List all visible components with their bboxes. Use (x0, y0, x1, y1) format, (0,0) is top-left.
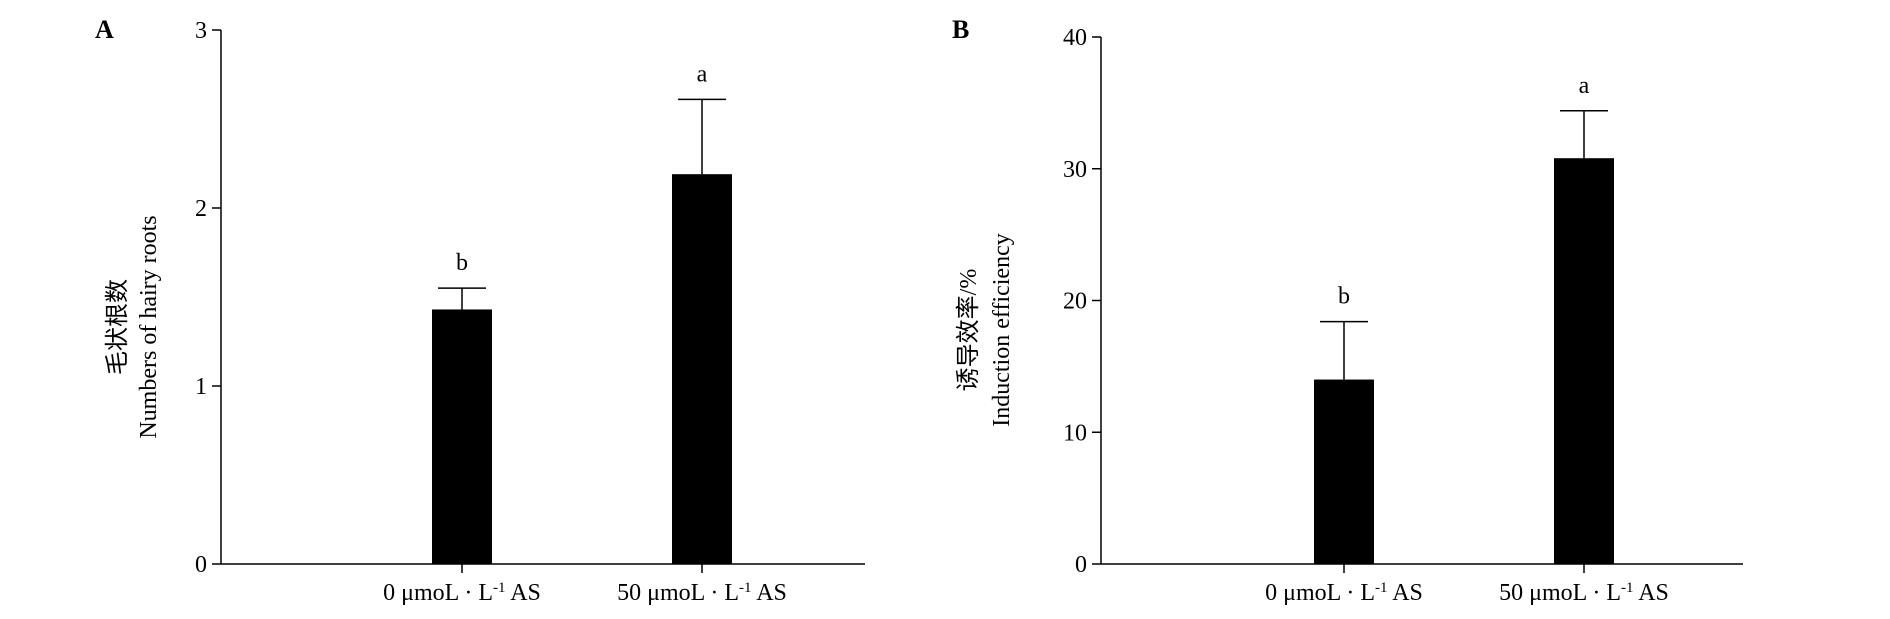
panel-label: B (952, 15, 969, 44)
y-axis-label-cn: 毛状根数 (104, 279, 131, 375)
y-tick-label: 0 (1075, 552, 1087, 578)
y-axis-label-en: Numbers of hairy roots (136, 215, 162, 438)
y-tick-label: 2 (195, 196, 207, 222)
significance-label: a (697, 61, 708, 87)
significance-label: b (456, 250, 468, 276)
panel-b: B 0 10 20 30 40 诱导效率/% Induction efficiency b 0 μ… (952, 15, 1743, 606)
panel-a: A 0 1 2 3 毛状根数 Numbers of hairy roots b 0 μmoL ·… (95, 15, 865, 606)
bar (1314, 379, 1374, 564)
significance-label: b (1338, 284, 1350, 310)
y-tick-label: 40 (1063, 25, 1087, 51)
x-tick-label: 50 μmoL · L-1 AS (617, 580, 787, 606)
significance-label: a (1579, 73, 1590, 99)
bar (432, 309, 492, 564)
y-tick-label: 3 (195, 18, 207, 44)
x-tick-label: 0 μmoL · L-1 AS (383, 580, 541, 606)
bar (1554, 158, 1614, 564)
y-tick-label: 30 (1063, 157, 1087, 183)
y-tick-label: 20 (1063, 289, 1087, 315)
y-axis-label-en: Induction efficiency (989, 233, 1015, 426)
y-tick-label: 1 (195, 374, 207, 400)
x-tick-label: 0 μmoL · L-1 AS (1265, 580, 1423, 606)
panel-label: A (95, 15, 114, 44)
y-axis-label-cn: 诱导效率/% (955, 269, 982, 392)
x-tick-label: 50 μmoL · L-1 AS (1499, 580, 1669, 606)
y-tick-label: 10 (1063, 420, 1087, 446)
bar (672, 174, 732, 564)
y-tick-label: 0 (195, 552, 207, 578)
